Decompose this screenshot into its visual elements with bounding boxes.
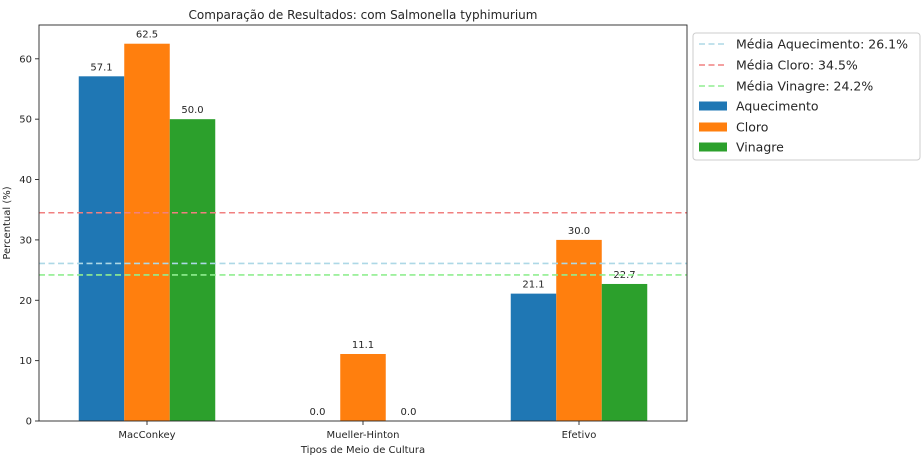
legend-swatch-bar <box>699 101 727 111</box>
bar-value-label: 62.5 <box>136 30 158 41</box>
y-tick-label: 60 <box>19 54 32 65</box>
bar-value-label: 50.0 <box>181 105 203 116</box>
x-axis-title: Tipos de Meio de Cultura <box>300 445 425 456</box>
bar-cloro-mueller-hinton <box>340 353 386 421</box>
bar-value-label: 0.0 <box>310 407 326 418</box>
chart-title: Comparação de Resultados: com Salmonella… <box>189 8 538 22</box>
legend-swatch-bar <box>699 122 727 132</box>
bar-cloro-efetivo <box>556 239 602 421</box>
x-tick-label: MacConkey <box>118 430 175 441</box>
y-tick-label: 50 <box>19 115 32 126</box>
bar-value-label: 21.1 <box>522 280 544 291</box>
bar-aquecimento-macconkey <box>78 76 125 421</box>
y-tick-label: 10 <box>19 356 32 367</box>
bar-value-label: 57.1 <box>90 62 112 73</box>
legend: Média Aquecimento: 26.1% Média Cloro: 34.… <box>692 32 921 161</box>
y-tick-label: 30 <box>19 235 32 246</box>
bar-value-label: 11.1 <box>352 340 374 351</box>
legend-box <box>692 32 921 161</box>
bar-vinagre-efetivo <box>601 283 648 421</box>
bar-value-label: 0.0 <box>401 407 417 418</box>
y-tick-label: 20 <box>19 296 32 307</box>
bar-cloro-macconkey <box>124 43 170 422</box>
legend-label: Média Aquecimento: 26.1% <box>736 37 908 52</box>
legend-label: Vinagre <box>736 140 784 155</box>
legend-label: Aquecimento <box>736 99 819 114</box>
x-tick-label: Efetivo <box>562 430 597 441</box>
bar-value-label: 30.0 <box>568 226 590 237</box>
y-tick-label: 0 <box>26 417 32 428</box>
plot-area: 57.10.021.162.511.130.050.00.022.7010203… <box>19 24 688 441</box>
legend-label: Média Vinagre: 24.2% <box>736 79 873 94</box>
legend-swatch-bar <box>699 142 727 152</box>
bar-aquecimento-efetivo <box>510 293 557 421</box>
x-tick-label: Mueller-Hinton <box>327 430 400 441</box>
bar-vinagre-macconkey <box>169 119 216 422</box>
legend-label: Cloro <box>736 120 768 135</box>
y-axis-title: Percentual (%) <box>2 186 13 259</box>
legend-label: Média Cloro: 34.5% <box>736 58 858 73</box>
y-tick-label: 40 <box>19 175 32 186</box>
